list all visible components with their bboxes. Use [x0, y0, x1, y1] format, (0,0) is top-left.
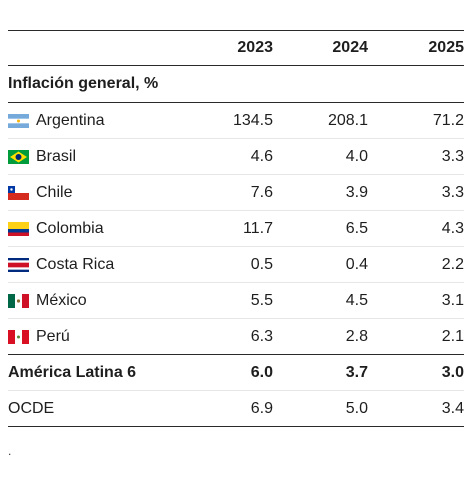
- value-2024: 4.0: [345, 147, 368, 165]
- country-label: México: [36, 291, 87, 309]
- table-header-row: 2023 2024 2025: [8, 30, 464, 66]
- value-2024: 3.7: [345, 363, 368, 381]
- peru-flag-icon: [8, 329, 29, 344]
- chile-flag-icon: [8, 185, 29, 200]
- country-label: Chile: [36, 183, 73, 201]
- value-2023: 6.3: [250, 327, 273, 345]
- aggregate-label: América Latina 6: [8, 363, 137, 381]
- table-row-costa-rica: Costa Rica 0.5 0.4 2.2: [8, 247, 464, 283]
- country-label: Colombia: [36, 219, 104, 237]
- mexico-flag-icon: [8, 293, 29, 308]
- country-label: Brasil: [36, 147, 77, 165]
- value-2025: 3.3: [441, 147, 464, 165]
- value-2024: 3.9: [345, 183, 368, 201]
- value-2023: 5.5: [250, 291, 273, 309]
- table-row-colombia: Colombia 11.7 6.5 4.3: [8, 211, 464, 247]
- table-row-argentina: Argentina 134.5 208.1 71.2: [8, 103, 464, 139]
- table-row-oecd: OCDE 6.9 5.0 3.4: [8, 391, 464, 427]
- value-2023: 6.0: [250, 363, 273, 381]
- value-2024: 4.5: [345, 291, 368, 309]
- value-2025: 71.2: [432, 111, 464, 129]
- costa-rica-flag-icon: [8, 257, 29, 272]
- column-header-2023: 2023: [237, 39, 273, 56]
- value-2023: 0.5: [250, 255, 273, 273]
- country-label: Costa Rica: [36, 255, 115, 273]
- inflation-table: 2023 2024 2025 Inflación general, % Arge…: [8, 30, 464, 427]
- column-header-2024: 2024: [332, 39, 368, 56]
- oecd-label: OCDE: [8, 399, 55, 417]
- country-label: Perú: [36, 327, 70, 345]
- value-2024: 6.5: [345, 219, 368, 237]
- table-row-chile: Chile 7.6 3.9 3.3: [8, 175, 464, 211]
- value-2025: 3.1: [441, 291, 464, 309]
- value-2023: 7.6: [250, 183, 273, 201]
- colombia-flag-icon: [8, 221, 29, 236]
- value-2025: 3.0: [441, 363, 464, 381]
- table-row-brasil: Brasil 4.6 4.0 3.3: [8, 139, 464, 175]
- table-row-peru: Perú 6.3 2.8 2.1: [8, 319, 464, 355]
- brazil-flag-icon: [8, 149, 29, 164]
- value-2024: 5.0: [345, 399, 368, 417]
- table-row-latin-america-6: América Latina 6 6.0 3.7 3.0: [8, 355, 464, 391]
- value-2025: 4.3: [441, 219, 464, 237]
- value-2025: 3.3: [441, 183, 464, 201]
- value-2023: 134.5: [232, 111, 273, 129]
- value-2024: 0.4: [345, 255, 368, 273]
- table-row-mexico: México 5.5 4.5 3.1: [8, 283, 464, 319]
- column-header-2025: 2025: [428, 39, 464, 56]
- value-2025: 2.2: [441, 255, 464, 273]
- section-header-row: Inflación general, %: [8, 66, 464, 103]
- value-2024: 2.8: [345, 327, 368, 345]
- country-label: Argentina: [36, 111, 105, 129]
- value-2023: 11.7: [243, 219, 273, 237]
- value-2025: 3.4: [441, 399, 464, 417]
- section-title: Inflación general, %: [8, 75, 159, 92]
- value-2023: 6.9: [250, 399, 273, 417]
- value-2024: 208.1: [327, 111, 368, 129]
- value-2025: 2.1: [441, 327, 464, 345]
- footnote: .: [8, 444, 12, 458]
- value-2023: 4.6: [250, 147, 273, 165]
- argentina-flag-icon: [8, 113, 29, 128]
